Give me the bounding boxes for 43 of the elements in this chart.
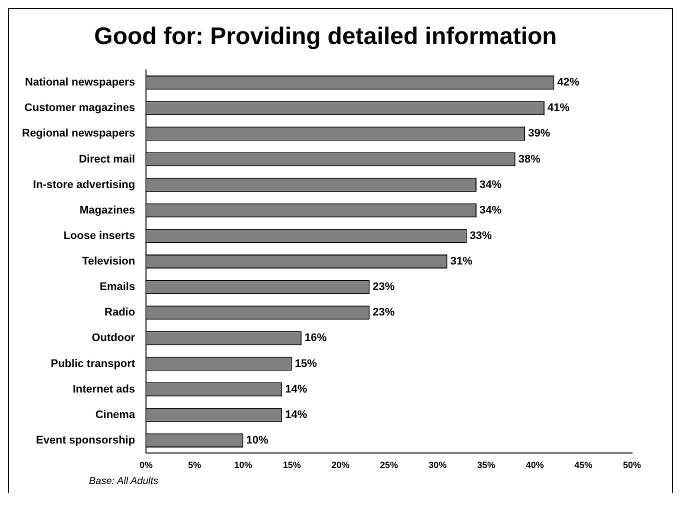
data-label: 38% [518,153,541,166]
x-tick-label: 45% [574,460,592,470]
data-label: 10% [246,434,269,446]
y-tick-label: Emails [100,281,136,294]
data-label: 15% [294,358,318,370]
x-tick-label: 50% [622,460,642,470]
data-label: 34% [480,204,502,216]
y-tick-label: Outdoor [92,332,136,344]
y-tick-label: Public transport [50,358,136,370]
data-label: 23% [372,281,395,294]
x-tick-label: 0% [140,460,153,470]
y-tick-label: Loose inserts [64,230,136,242]
y-tick-label: Event sponsorship [36,434,136,446]
data-label: 14% [285,408,308,421]
x-tick-label: 30% [428,460,447,470]
data-label: 34% [480,178,502,191]
data-label: 33% [470,230,492,242]
chart-title: Good for: Providing detailed information [94,23,557,50]
x-tick-label: 40% [526,460,544,470]
x-tick-label: 15% [282,460,301,470]
data-label: 41% [548,102,570,114]
data-label: 39% [528,128,550,140]
data-label: 14% [285,383,308,396]
data-label: 31% [450,256,473,268]
x-tick-label: 20% [331,460,350,470]
y-tick-label: Internet ads [72,383,136,396]
y-tick-label: Customer magazines [24,102,136,114]
y-tick-label: National newspapers [25,76,136,89]
x-tick-label: 35% [477,460,496,470]
y-tick-label: Television [82,256,136,268]
data-label: 23% [372,306,395,319]
y-tick-label: Magazines [79,204,136,216]
y-tick-label: Radio [104,306,136,319]
y-tick-label: Direct mail [78,153,136,166]
x-tick-label: 10% [234,460,252,470]
y-tick-label: In-store advertising [33,178,136,191]
x-tick-label: 25% [380,460,398,470]
x-tick-label: 5% [188,460,202,470]
data-label: 42% [557,76,580,89]
y-tick-label: Cinema [95,408,136,421]
text: Base: All Adults [89,476,158,487]
data-label: 16% [304,332,327,344]
y-tick-label: Regional newspapers [22,128,136,140]
